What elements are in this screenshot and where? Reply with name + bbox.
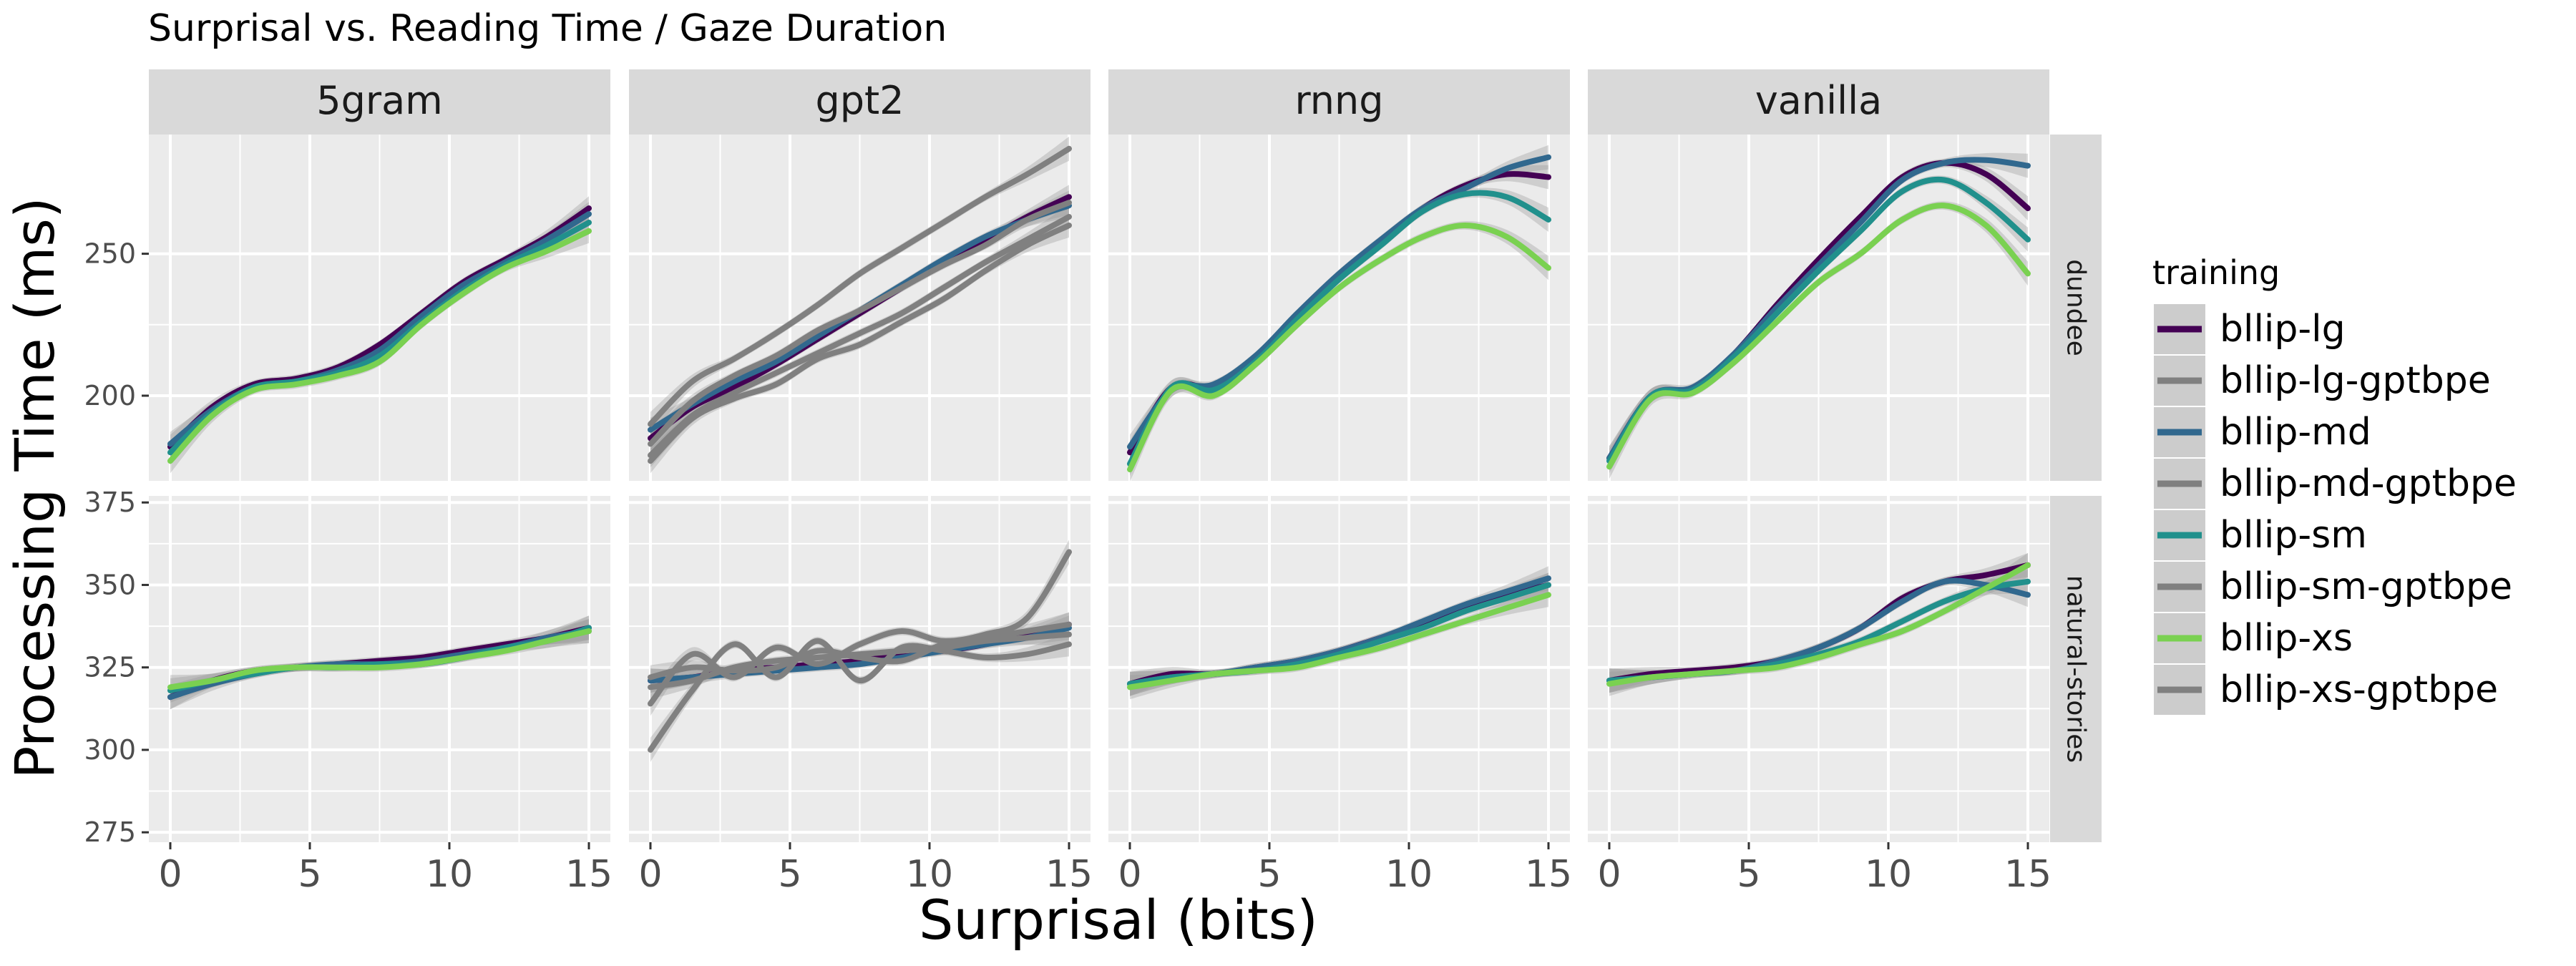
x-tick-label: 15 [2004,853,2051,896]
x-tick-label: 15 [1045,853,1093,896]
chart-title: Surprisal vs. Reading Time / Gaze Durati… [148,7,947,50]
legend: training bllip-lg bllip-lg-gptbpe bllip-md… [2152,253,2517,715]
x-tick-label: 0 [1118,853,1141,896]
strip-dundee [2050,135,2102,481]
panels-layer: 5gram gpt2 rnng vanilla dundee natural-storie… [149,69,2102,842]
y-tick-label: 275 [84,816,136,848]
line-bllip-xs [1127,592,1551,691]
legend-label: bllip-lg [2220,308,2346,351]
y-tick-label: 200 [84,380,136,411]
legend-label: bllip-sm [2220,514,2367,557]
line-bllip-lg-gptbpe [648,145,1072,427]
legend-item-bllip-xs-gptbpe: bllip-xs-gptbpe [2154,665,2498,715]
x-tick-label: 15 [565,853,613,896]
line-bllip-xs [167,228,592,464]
strip-label-natural-stories: natural-stories [2062,575,2091,763]
x-tick-label: 10 [1385,853,1433,896]
strip-vanilla [1588,69,2049,135]
series-group-dundee-5gram [167,196,592,474]
legend-item-bllip-sm: bllip-sm [2154,510,2367,560]
x-tick-label: 0 [158,853,182,896]
legend-item-bllip-md-gptbpe: bllip-md-gptbpe [2154,459,2517,509]
legend-title: training [2152,253,2280,292]
y-tick-label: 300 [84,734,136,766]
series-group-dundee-vanilla [1606,152,2031,479]
y-tick-label: 250 [84,238,136,270]
legend-item-bllip-md: bllip-md [2154,407,2371,457]
line-bllip-sm-gptbpe [648,631,1072,691]
strip-gpt2 [629,69,1091,135]
y-tick-label: 325 [84,652,136,683]
x-tick-label: 10 [1865,853,1912,896]
legend-item-bllip-sm-gptbpe: bllip-sm-gptbpe [2154,562,2512,612]
x-tick-label: 10 [426,853,473,896]
series-group-natural-stories-rnng [1127,566,1551,700]
panel-natural-stories-gpt2 [629,496,1091,842]
legend-label: bllip-xs [2220,617,2353,660]
line-bllip-md-gptbpe [648,200,1072,447]
x-tick-label: 10 [906,853,953,896]
strip-rnng [1108,69,1570,135]
ribbon-bllip-sm [1609,569,2028,693]
x-tick-label: 0 [1597,853,1621,896]
legend-label: bllip-md-gptbpe [2220,462,2517,505]
panel-dundee-5gram [149,135,610,481]
legend-label: bllip-md [2220,411,2371,454]
x-axis-layer: 0 5 10 15 0 5 10 15 0 5 10 15 0 5 10 15 [158,842,2051,896]
legend-label: bllip-lg-gptbpe [2220,359,2491,402]
y-tick-label: 350 [84,569,136,600]
panel-natural-stories-vanilla [1588,496,2049,842]
line-bllip-xs [1606,203,2031,470]
line-bllip-xs [1606,562,2031,687]
series-group-natural-stories-vanilla [1606,552,2031,696]
x-tick-label: 5 [1257,853,1281,896]
series-group-dundee-gpt2 [648,136,1072,474]
strip-label-5gram: 5gram [316,78,443,123]
strip-5gram [149,69,610,135]
line-bllip-xs [167,628,592,691]
ribbon-bllip-sm [1130,572,1548,696]
x-tick-label: 0 [638,853,662,896]
strip-natural-stories [2050,496,2102,842]
x-tick-label: 5 [1737,853,1760,896]
legend-item-bllip-lg: bllip-lg [2154,304,2346,354]
y-axis-title: Processing Time (ms) [3,197,67,779]
legend-item-bllip-xs: bllip-xs [2154,613,2353,663]
strip-label-vanilla: vanilla [1755,78,1882,123]
panel-dundee-vanilla [1588,135,2049,481]
x-tick-label: 5 [298,853,321,896]
ribbon-bllip-xs [1609,552,2028,696]
legend-label: bllip-xs-gptbpe [2220,668,2498,711]
line-bllip-sm [1127,190,1551,467]
y-axis-layer: 200 250 275 300 325 350 375 [84,238,149,848]
strip-label-dundee: dundee [2062,259,2091,356]
legend-label: bllip-sm-gptbpe [2220,565,2512,608]
legend-item-bllip-lg-gptbpe: bllip-lg-gptbpe [2154,356,2491,406]
line-bllip-sm-gptbpe [648,214,1072,459]
line-bllip-xs-gptbpe [648,638,1072,753]
x-tick-label: 5 [778,853,801,896]
x-tick-label: 15 [1525,853,1572,896]
line-bllip-xs [1127,223,1551,473]
panel-dundee-rnng [1108,135,1570,481]
x-axis-title: Surprisal (bits) [919,888,1318,952]
series-group-dundee-rnng [1127,145,1551,481]
strip-label-gpt2: gpt2 [815,78,904,123]
y-tick-label: 375 [84,487,136,518]
strip-label-rnng: rnng [1295,78,1384,123]
series-group-natural-stories-gpt2 [648,540,1072,762]
line-bllip-xs-gptbpe [648,223,1072,464]
series-group-natural-stories-5gram [167,615,592,710]
